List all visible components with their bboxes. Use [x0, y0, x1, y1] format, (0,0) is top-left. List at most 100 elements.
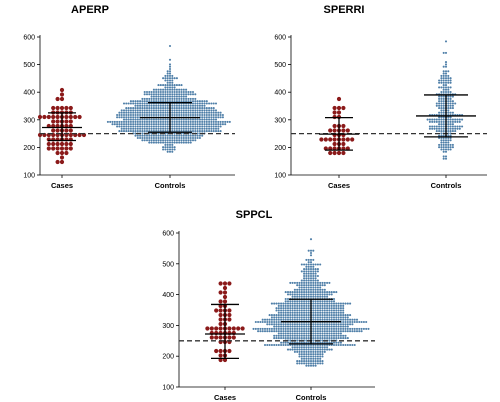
control-point [196, 107, 199, 110]
control-point [208, 130, 211, 133]
control-point [150, 134, 153, 137]
control-point [129, 111, 132, 114]
control-point [305, 327, 308, 330]
control-point [298, 341, 301, 344]
control-point [358, 330, 361, 333]
control-point [136, 113, 139, 117]
control-point [203, 116, 206, 119]
control-point [273, 334, 276, 337]
control-point [162, 141, 165, 144]
control-point [319, 355, 322, 358]
control-point [277, 323, 280, 326]
control-point [447, 104, 450, 107]
control-point [296, 288, 299, 291]
control-point [323, 337, 326, 340]
control-point [185, 118, 188, 121]
control-point [293, 337, 296, 340]
control-point [168, 77, 172, 80]
control-point [185, 90, 188, 94]
control-point [303, 318, 306, 321]
control-point [134, 109, 137, 112]
control-point [298, 300, 301, 303]
control-point [303, 272, 306, 275]
control-point [307, 316, 310, 319]
control-point [300, 302, 303, 305]
control-point [150, 127, 153, 130]
control-point [339, 311, 342, 314]
case-point [46, 141, 51, 147]
control-point [191, 127, 195, 130]
control-point [273, 316, 276, 319]
control-point [330, 291, 333, 294]
control-point [438, 143, 441, 146]
control-point [339, 307, 342, 310]
control-point [454, 127, 457, 130]
control-point [289, 281, 292, 284]
control-point [180, 104, 183, 107]
control-point [300, 318, 303, 321]
control-point [342, 334, 345, 337]
control-point [284, 337, 287, 340]
case-point [341, 128, 346, 133]
control-point [321, 325, 324, 328]
control-point [328, 316, 331, 319]
control-point [166, 118, 169, 121]
control-point [447, 116, 450, 119]
control-point [314, 350, 317, 353]
control-point [314, 302, 317, 305]
control-point [316, 311, 319, 314]
control-point [178, 88, 181, 91]
control-point [122, 123, 126, 126]
control-point [335, 302, 338, 305]
y-tick-label: 100 [274, 173, 286, 180]
control-point [141, 120, 144, 123]
controls-points [106, 44, 231, 153]
case-point [218, 299, 223, 304]
control-point [286, 302, 290, 305]
control-point [332, 327, 336, 330]
control-point [312, 314, 315, 317]
control-point [203, 113, 206, 117]
control-point [173, 84, 176, 87]
control-point [447, 100, 450, 103]
control-point [150, 136, 153, 140]
control-point [175, 77, 178, 80]
control-point [282, 343, 285, 347]
control-point [185, 97, 188, 100]
control-point [182, 104, 185, 107]
control-point [442, 51, 445, 54]
case-point [328, 137, 333, 142]
control-point [353, 330, 356, 333]
case-point [55, 146, 60, 151]
control-point [182, 141, 185, 144]
control-point [314, 334, 317, 337]
case-point [55, 119, 60, 124]
control-point [152, 88, 155, 91]
control-point [316, 304, 319, 307]
control-point [132, 100, 135, 103]
case-point [68, 105, 73, 111]
control-point [307, 346, 310, 349]
control-point [440, 143, 443, 146]
control-point [152, 136, 155, 140]
control-point [159, 93, 162, 96]
control-point [319, 300, 322, 303]
control-point [159, 123, 162, 126]
control-point [139, 123, 142, 126]
x-category-label: Controls [431, 181, 462, 190]
control-point [157, 136, 160, 140]
control-point [444, 146, 448, 149]
control-point [145, 136, 149, 140]
control-point [171, 77, 174, 80]
y-tick-label: 100 [23, 173, 35, 180]
control-point [280, 304, 283, 307]
control-point [284, 330, 287, 333]
control-point [132, 125, 135, 128]
control-point [312, 348, 315, 351]
control-point [166, 109, 169, 112]
control-point [178, 141, 181, 144]
control-point [330, 300, 333, 303]
control-point [185, 109, 188, 112]
control-point [316, 337, 319, 340]
control-point [173, 125, 176, 128]
